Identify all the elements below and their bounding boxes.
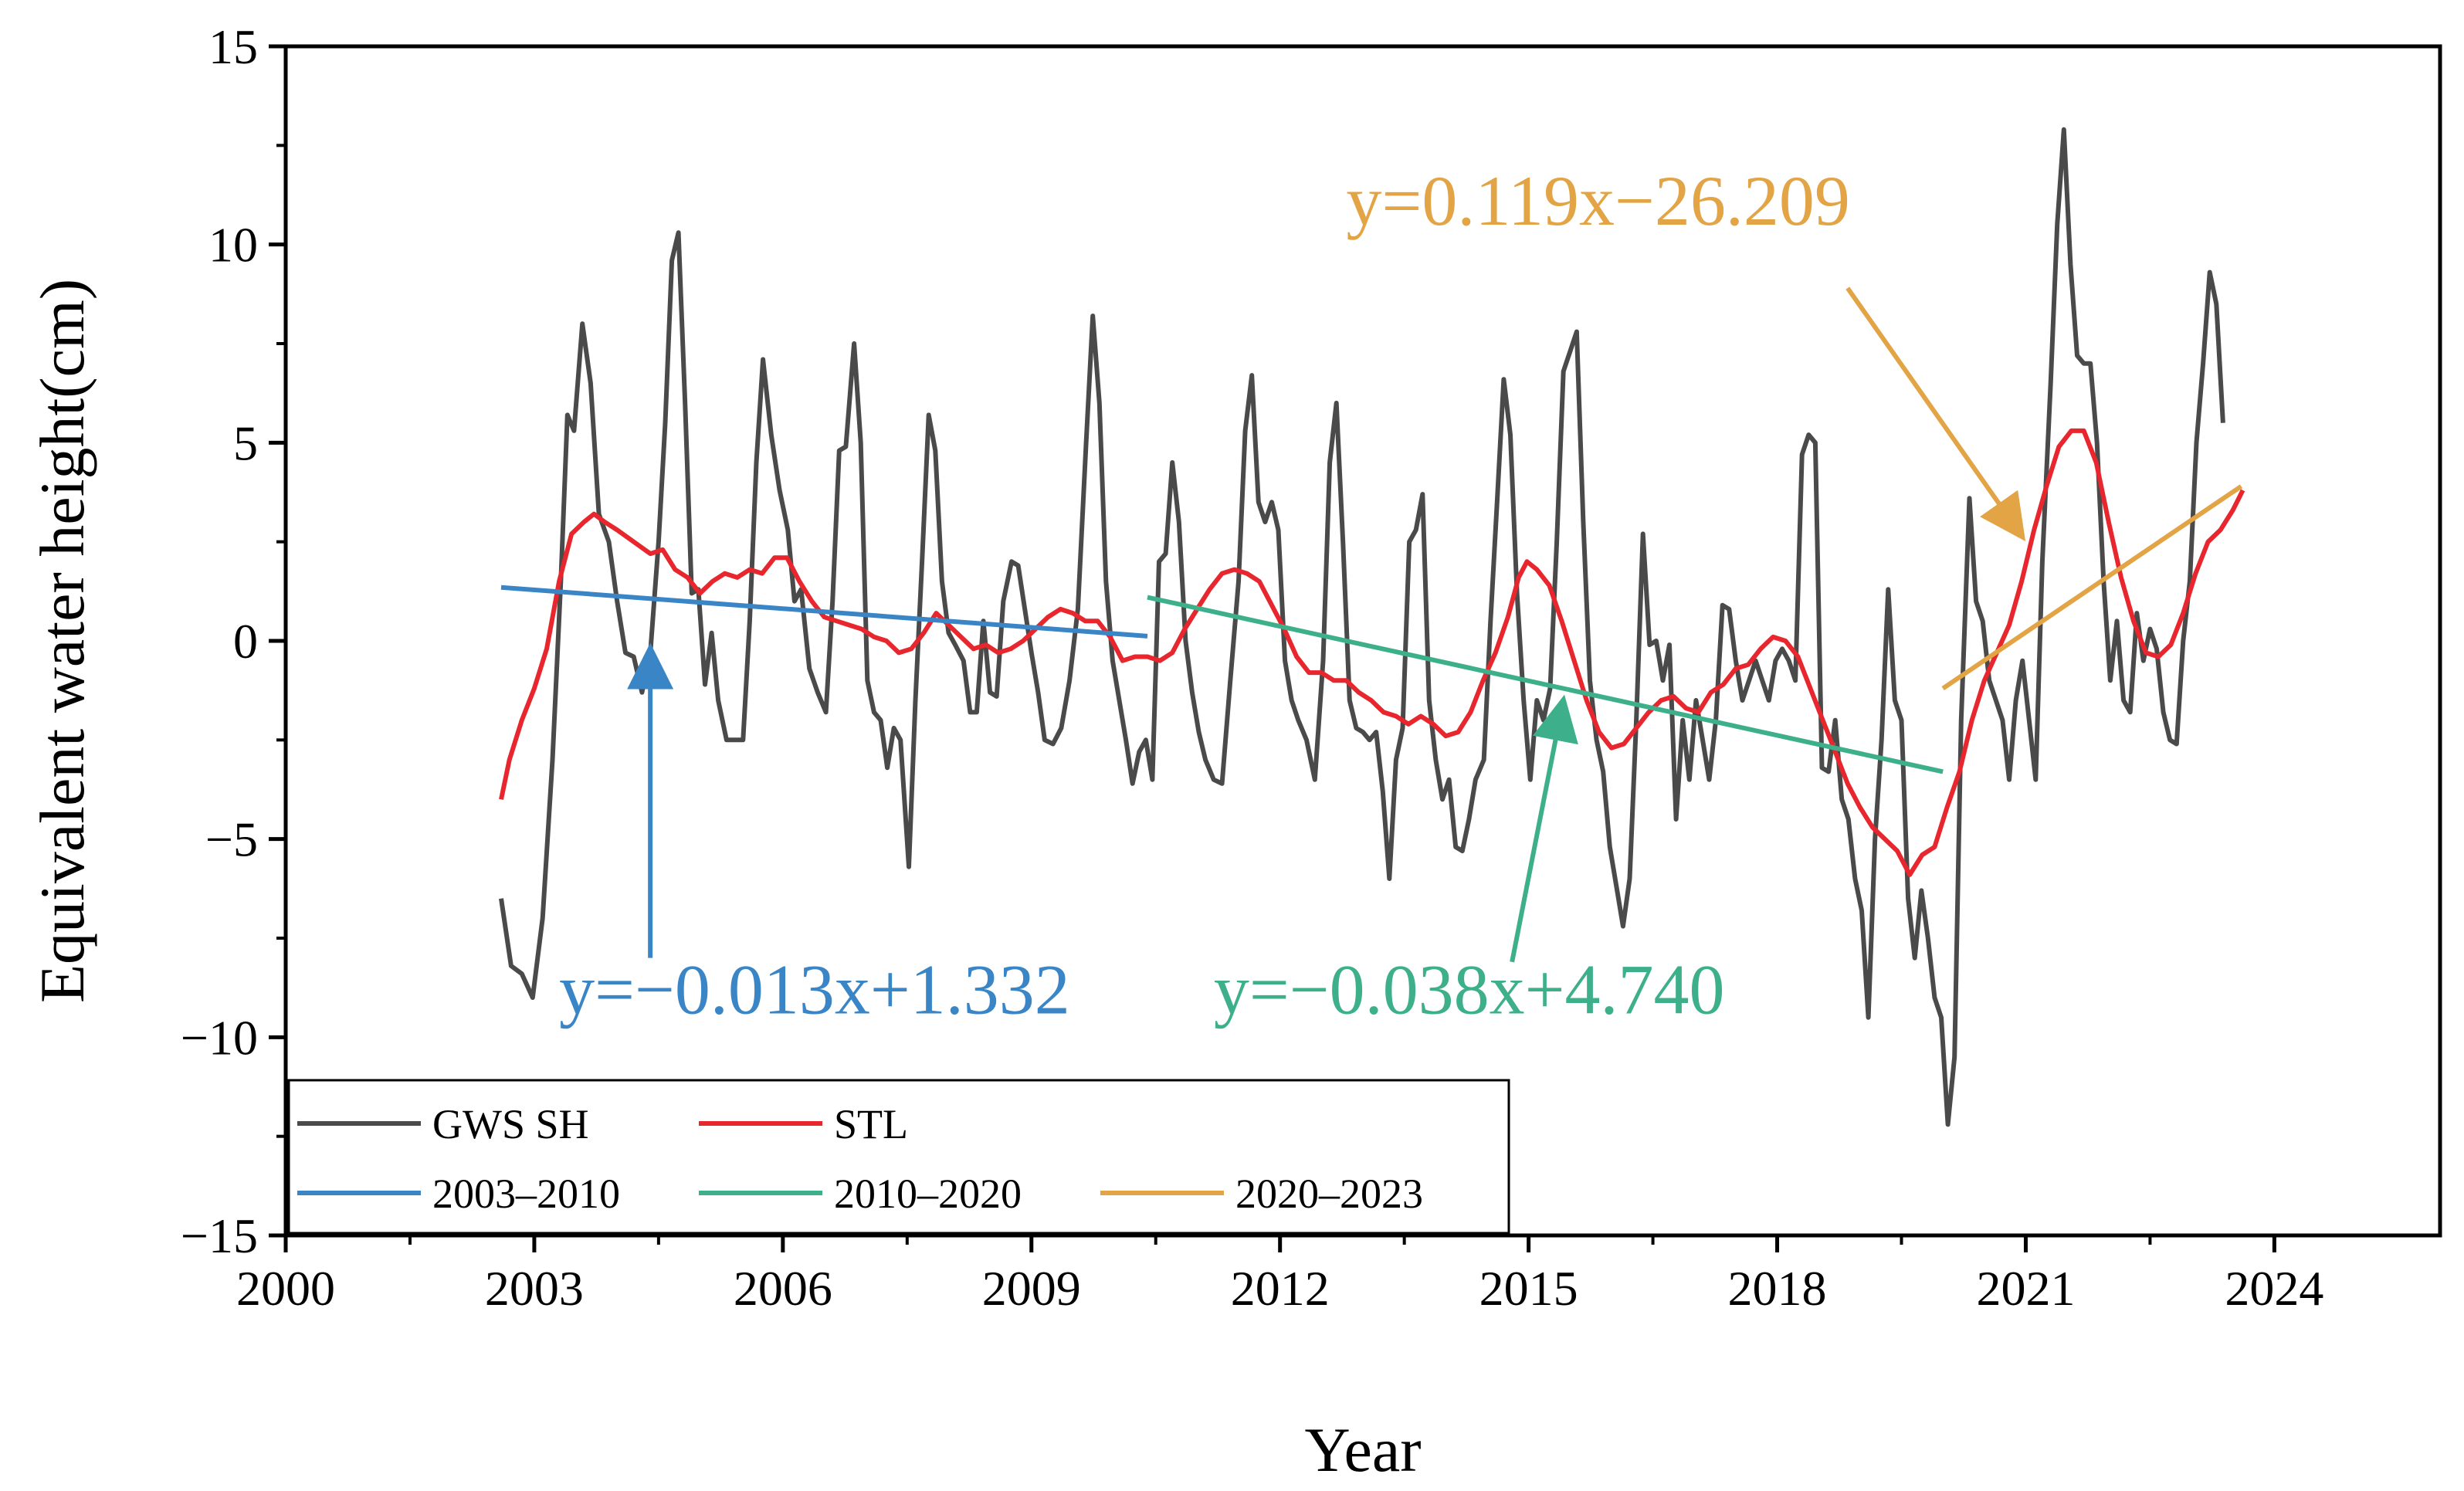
y-tick-label: 10 — [208, 218, 258, 273]
y-tick-label: 0 — [233, 614, 258, 669]
x-tick-label: 2024 — [2225, 1261, 2323, 1316]
x-tick-label: 2003 — [485, 1261, 584, 1316]
y-axis-title: Equivalent water height(cm) — [27, 279, 97, 1003]
equation-label-t2: y=−0.038x+4.740 — [1214, 951, 1725, 1029]
trend-line-2003-2010 — [500, 585, 1148, 639]
legend-label-t1: 2003–2010 — [432, 1171, 620, 1217]
series-line-stl — [499, 428, 2245, 877]
legend-box — [287, 1079, 1510, 1235]
plot-frame — [283, 44, 2442, 1238]
x-tick-label: 2000 — [236, 1261, 335, 1316]
equation-label-t1: y=−0.013x+1.332 — [559, 951, 1070, 1029]
y-tick-label: −10 — [181, 1010, 258, 1065]
legend-label-t2: 2010–2020 — [834, 1171, 1022, 1217]
series-line-gws-sh — [499, 127, 2225, 1127]
y-axis-ticks: −15 −10 −5 0 5 10 15 — [181, 19, 286, 1263]
y-tick-label: −15 — [181, 1208, 258, 1263]
x-tick-label: 2015 — [1479, 1261, 1578, 1316]
x-tick-label: 2021 — [1976, 1261, 2075, 1316]
x-tick-label: 2009 — [982, 1261, 1081, 1316]
trend-line-2010-2020 — [1147, 595, 1944, 774]
trend-line-2020-2023 — [1941, 484, 2243, 691]
equation-label-t3: y=0.119x−26.209 — [1347, 161, 1850, 240]
x-tick-label: 2018 — [1728, 1261, 1827, 1316]
x-tick-label: 2012 — [1231, 1261, 1330, 1316]
legend: GWS SH STL 2003–2010 2010–2020 2020–2023 — [287, 1079, 1510, 1235]
x-axis-ticks: 2000 2003 2006 2009 2012 2015 2018 2021 2024 — [236, 1235, 2323, 1316]
legend-label-gws: GWS SH — [432, 1101, 589, 1147]
annotation-arrow-t3 — [1845, 286, 2026, 541]
y-tick-label: 15 — [208, 19, 258, 74]
x-tick-label: 2006 — [734, 1261, 832, 1316]
annotation-arrow-t2 — [1510, 694, 1578, 963]
x-axis-title: Year — [1304, 1415, 1421, 1485]
legend-label-t3: 2020–2023 — [1235, 1171, 1423, 1217]
y-tick-label: 5 — [233, 415, 258, 470]
y-tick-label: −5 — [205, 812, 258, 867]
legend-label-stl: STL — [834, 1101, 908, 1147]
